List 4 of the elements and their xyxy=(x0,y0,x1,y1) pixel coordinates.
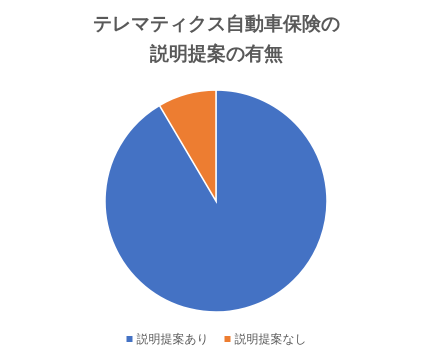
legend-label: 説明提案あり xyxy=(136,332,208,346)
title: テレマティクス自動車保険の xyxy=(93,14,340,35)
title: 説明提案の有無 xyxy=(150,44,283,65)
legend-label: 説明提案なし xyxy=(234,332,306,346)
